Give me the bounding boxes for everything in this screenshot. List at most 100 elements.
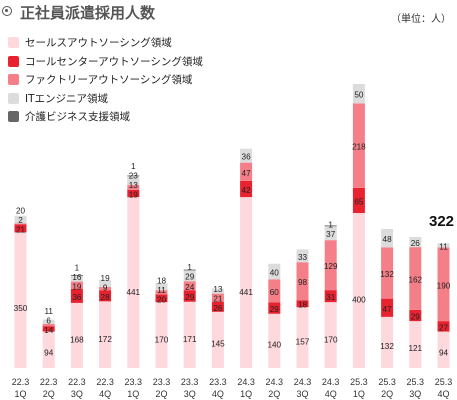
bar-segment-factory (268, 279, 281, 303)
bar-segment-sales (437, 331, 450, 368)
value-label-it-engineer: 18 (157, 276, 167, 285)
bar-segment-sales (211, 311, 224, 368)
bar-segment-sales (381, 316, 394, 368)
bar-segment-it-engineer (437, 243, 450, 248)
x-tick-label-year: 22.3 (96, 377, 114, 387)
value-label-sales: 170 (155, 335, 169, 344)
x-tick-label-year: 24.3 (322, 377, 340, 387)
value-label-factory: 6 (46, 316, 51, 325)
value-label-it-engineer: 11 (439, 242, 448, 251)
bar-segment-callcenter (183, 290, 196, 302)
bar-segment-sales (99, 301, 112, 368)
bar-segment-callcenter (70, 288, 83, 303)
bar-segment-it-engineer (296, 249, 309, 263)
value-label-sales: 172 (98, 335, 112, 344)
value-label-it-engineer: 37 (326, 230, 336, 239)
bar-segment-sales (14, 232, 27, 368)
x-tick-label-year: 22.3 (12, 377, 30, 387)
bar-segment-sales (268, 313, 281, 368)
value-label-it-engineer: 33 (298, 253, 308, 262)
value-label-callcenter: 28 (101, 293, 111, 302)
value-label-factory: 13 (129, 181, 139, 190)
bar-segment-factory (70, 281, 83, 289)
bar-segment-callcenter (296, 300, 309, 308)
value-label-callcenter: 36 (72, 293, 82, 302)
value-label-it-engineer: 48 (383, 235, 393, 244)
legend-swatch-care (8, 111, 19, 122)
value-label-it-engineer: 19 (101, 274, 111, 283)
x-tick-label-year: 23.3 (125, 377, 143, 387)
bar-segment-factory (352, 103, 365, 188)
bar-segment-callcenter (211, 301, 224, 312)
value-label-sales: 94 (44, 349, 54, 358)
bar-segment-it-engineer (127, 175, 140, 185)
bar-segment-factory (324, 240, 337, 291)
value-label-factory: 2 (18, 216, 23, 225)
bar-segment-factory (211, 293, 224, 302)
legend-swatch-factory (8, 74, 19, 85)
value-label-factory: 190 (437, 281, 451, 290)
value-label-factory: 162 (408, 275, 422, 284)
bar-segment-factory (14, 223, 27, 225)
x-tick-label-year: 22.3 (40, 377, 58, 387)
bar-segment-it-engineer (155, 283, 168, 291)
value-label-sales: 157 (296, 338, 310, 347)
value-label-callcenter: 14 (44, 326, 54, 335)
x-tick-label-quarter: 3Q (409, 389, 421, 399)
x-tick-label-year: 25.3 (407, 377, 425, 387)
bar-segment-callcenter (437, 321, 450, 332)
legend-swatch-it-engineer (8, 92, 19, 104)
value-label-sales: 121 (408, 344, 422, 353)
bar-segment-callcenter (127, 189, 140, 198)
x-tick-label-quarter: 3Q (296, 389, 308, 399)
value-label-callcenter: 21 (16, 225, 26, 234)
bar-segment-sales (296, 307, 309, 368)
x-tick-label-quarter: 4Q (437, 389, 449, 399)
legend-label-factory: ファクトリーアウトソーシング領域 (25, 74, 193, 86)
value-label-it-engineer: 29 (185, 273, 195, 282)
x-tick-label-quarter: 4Q (325, 389, 337, 399)
x-tick-label-quarter: 1Q (353, 389, 365, 399)
bar-segment-sales (70, 302, 83, 368)
bar-segment-factory (42, 323, 55, 327)
value-label-callcenter: 18 (298, 301, 308, 310)
legend-label-it-engineer: ITエンジニア領域 (25, 92, 109, 105)
value-label-it-engineer: 16 (72, 273, 82, 282)
bar-segment-factory (127, 184, 140, 190)
bar-segment-sales (42, 331, 55, 368)
value-label-it-engineer: 26 (411, 239, 421, 248)
value-label-care: 1 (131, 162, 136, 171)
value-label-factory: 47 (242, 169, 252, 178)
value-label-care: 1 (328, 220, 333, 229)
x-tick-label-year: 23.3 (181, 377, 199, 387)
value-label-factory: 60 (270, 288, 280, 297)
x-tick-label-year: 25.3 (435, 377, 453, 387)
bar-segment-sales (324, 302, 337, 368)
value-label-factory: 19 (72, 282, 82, 291)
value-label-factory: 98 (298, 278, 308, 287)
bar-segment-callcenter (14, 224, 27, 233)
unit-label: （単位：人） (391, 14, 451, 25)
bar-segment-care (324, 225, 337, 227)
value-label-sales: 168 (70, 336, 84, 345)
bar-segment-sales (409, 321, 422, 368)
x-tick-label-year: 23.3 (153, 377, 171, 387)
bar-segment-factory (296, 262, 309, 301)
value-label-it-engineer: 40 (270, 269, 280, 278)
value-label-it-engineer: 50 (354, 91, 364, 100)
value-label-callcenter: 20 (157, 295, 167, 304)
value-label-sales: 400 (352, 295, 366, 304)
value-label-factory: 9 (103, 283, 108, 292)
value-label-care: 1 (75, 263, 80, 272)
x-tick-label-quarter: 2Q (268, 389, 280, 399)
bar-segment-factory (381, 247, 394, 299)
bar-segment-callcenter (155, 294, 168, 303)
x-tick-label-quarter: 3Q (184, 389, 196, 399)
bar-segment-it-engineer (352, 84, 365, 104)
legend-label-care: 介護ビジネス支援領域 (25, 111, 130, 123)
x-tick-label-quarter: 2Q (155, 389, 167, 399)
x-tick-label-year: 22.3 (68, 377, 86, 387)
bar-segment-sales (183, 301, 196, 368)
value-label-factory: 24 (185, 283, 195, 292)
bar-segment-factory (437, 247, 450, 322)
